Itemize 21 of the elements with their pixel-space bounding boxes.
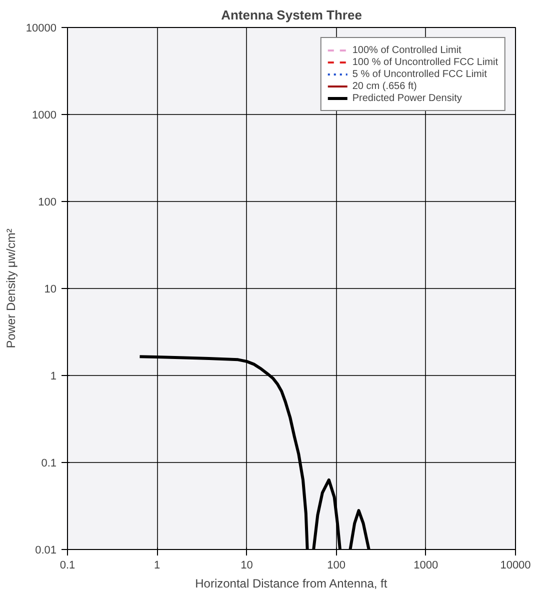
legend-label: 5 % of Uncontrolled FCC Limit: [352, 68, 487, 80]
y-tick-label: 1000: [32, 110, 57, 122]
y-axis-title: Power Density μw/cm²: [4, 228, 18, 348]
chart-title: Antenna System Three: [221, 8, 362, 22]
y-tick-label: 10000: [26, 22, 57, 34]
legend-label: 20 cm (.656 ft): [352, 80, 417, 92]
y-tick-label: 10: [44, 284, 57, 296]
y-tick-label: 1: [50, 370, 57, 382]
x-tick-label: 100: [327, 560, 346, 572]
y-tick-label: 0.1: [41, 458, 57, 470]
legend-label: 100% of Controlled Limit: [352, 44, 462, 56]
x-tick-label: 1: [154, 560, 160, 572]
y-tick-label: 0.01: [35, 544, 57, 556]
legend-label: Predicted Power Density: [352, 92, 462, 104]
x-tick-label: 10000: [500, 560, 531, 572]
x-tick-label: 0.1: [60, 560, 76, 572]
x-tick-label: 10: [240, 560, 253, 572]
y-tick-label: 100: [38, 196, 57, 208]
legend-label: 100 % of Uncontrolled FCC Limit: [352, 56, 498, 68]
x-axis-title: Horizontal Distance from Antenna, ft: [195, 576, 388, 590]
x-tick-label: 1000: [414, 560, 438, 572]
